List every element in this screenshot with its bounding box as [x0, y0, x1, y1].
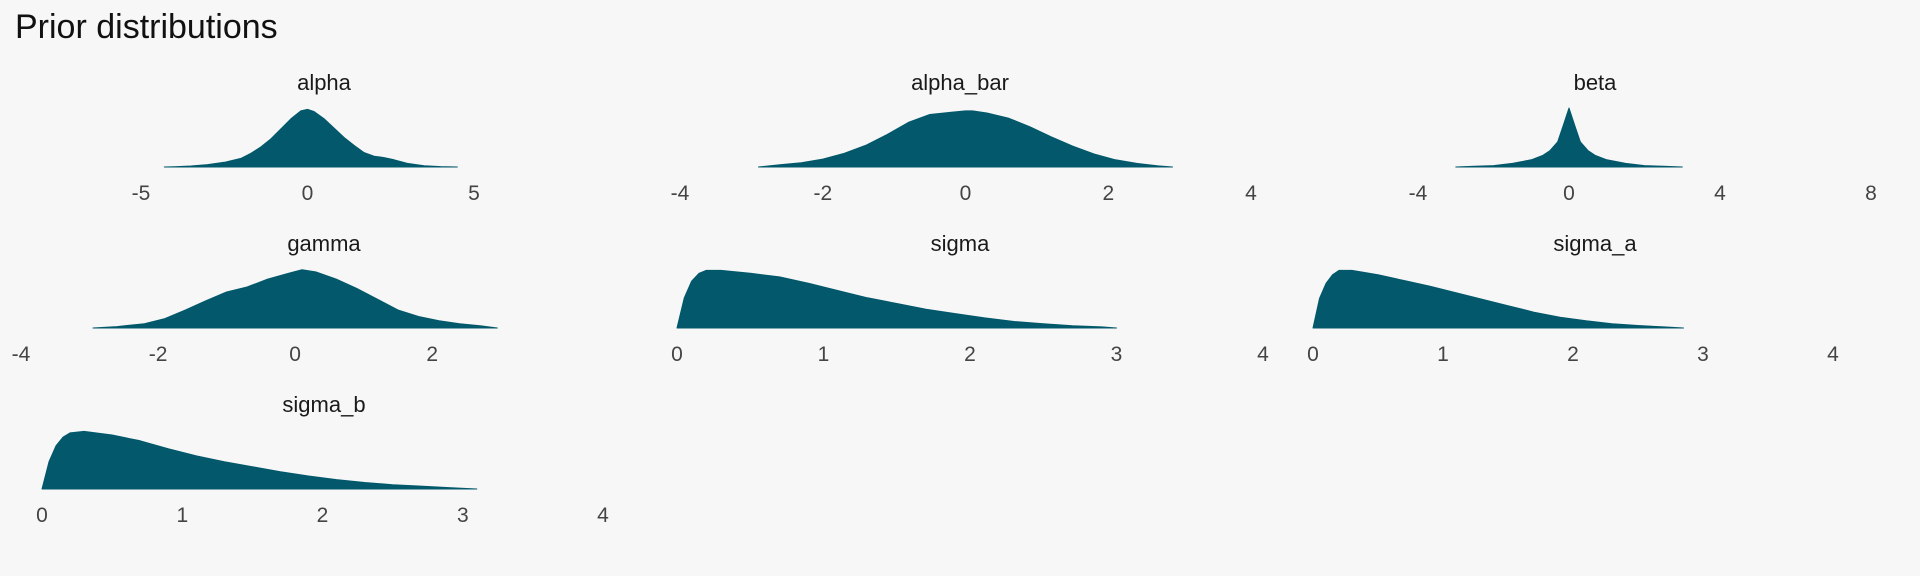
density-area-beta [1455, 107, 1683, 168]
x-tick-label: 2 [317, 504, 329, 527]
x-tick-label: 3 [457, 504, 469, 527]
density-area-alpha-bar [758, 110, 1173, 168]
x-tick-label: 4 [1714, 182, 1726, 205]
panel-title: alpha_bar [911, 70, 1009, 95]
panel-title: sigma [931, 231, 990, 256]
x-tick-label: 2 [964, 343, 976, 366]
x-tick-label: 0 [302, 182, 314, 205]
x-tick-label: -2 [813, 182, 832, 205]
density-area-alpha [163, 108, 458, 168]
x-tick-label: 4 [1827, 343, 1839, 366]
x-tick-label: 0 [36, 504, 48, 527]
x-tick-label: 1 [176, 504, 188, 527]
density-area-sigma [676, 269, 1117, 329]
panel-alpha: alpha -5 0 5 [132, 70, 480, 205]
x-tick-label: 2 [1102, 182, 1114, 205]
density-area-gamma [92, 269, 498, 329]
x-tick-label: 2 [426, 343, 438, 366]
x-tick-label: 3 [1697, 343, 1709, 366]
panel-alpha-bar: alpha_bar -4 -2 0 2 4 [671, 70, 1258, 205]
x-tick-label: 3 [1111, 343, 1123, 366]
panel-gamma: gamma -4 -2 0 2 [12, 231, 498, 366]
panel-title: gamma [287, 231, 361, 256]
x-tick-label: 4 [597, 504, 609, 527]
x-tick-label: 0 [1563, 182, 1575, 205]
panel-title: sigma_b [282, 392, 365, 417]
x-tick-label: 0 [960, 182, 972, 205]
x-tick-label: 0 [289, 343, 301, 366]
x-tick-label: 1 [818, 343, 830, 366]
panel-sigma-b: sigma_b 0 1 2 3 4 [36, 392, 609, 527]
x-tick-label: -4 [671, 182, 690, 205]
x-tick-label: -2 [149, 343, 168, 366]
x-tick-label: 2 [1567, 343, 1579, 366]
x-tick-label: 0 [1307, 343, 1319, 366]
x-tick-label: 4 [1245, 182, 1257, 205]
panel-title: alpha [297, 70, 352, 95]
x-tick-label: -4 [12, 343, 31, 366]
x-tick-label: 5 [468, 182, 480, 205]
panel-title: sigma_a [1553, 231, 1637, 256]
panel-beta: beta -4 0 4 8 [1409, 70, 1877, 205]
x-tick-label: -4 [1409, 182, 1428, 205]
x-tick-label: 1 [1437, 343, 1449, 366]
page-title: Prior distributions [15, 8, 278, 46]
x-tick-label: -5 [132, 182, 151, 205]
x-tick-label: 0 [671, 343, 683, 366]
x-tick-label: 4 [1257, 343, 1269, 366]
density-area-sigma-b [41, 430, 478, 490]
panel-title: beta [1574, 70, 1618, 95]
density-area-sigma-a [1312, 269, 1684, 329]
panel-sigma: sigma 0 1 2 3 4 [671, 231, 1269, 366]
panel-sigma-a: sigma_a 0 1 2 3 4 [1307, 231, 1839, 366]
x-tick-label: 8 [1865, 182, 1877, 205]
